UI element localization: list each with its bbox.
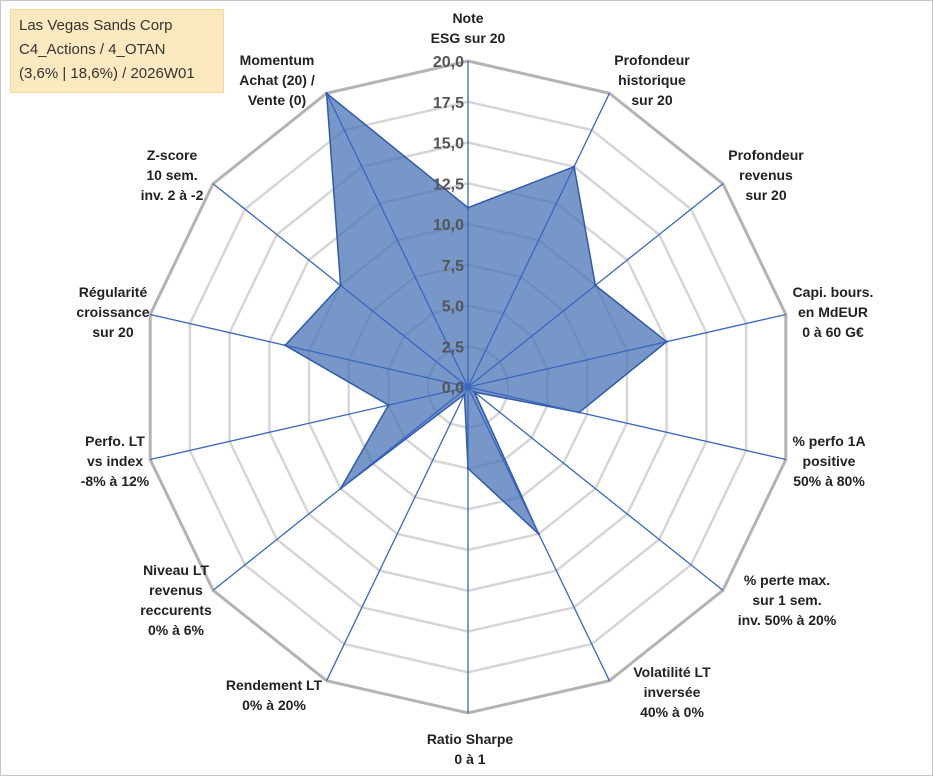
tick-label-7: 17,5 bbox=[433, 95, 464, 112]
axis-label-line: Volatilité LT bbox=[633, 664, 711, 680]
axis-label-line: Régularité bbox=[79, 284, 148, 300]
axis-label-line: croissance bbox=[76, 304, 149, 320]
axis-label-11: Perfo. LT vs index -8% à 12% bbox=[81, 433, 150, 489]
axis-spoke-4 bbox=[467, 313, 786, 388]
axis-label-line: inv. 2 à -2 bbox=[141, 187, 204, 203]
axis-label-7: Volatilité LT inversée 40% à 0% bbox=[633, 664, 711, 720]
axis-label-1: Note ESG sur 20 bbox=[431, 10, 506, 46]
data-point-2 bbox=[572, 165, 576, 168]
tick-label-1: 2,5 bbox=[442, 339, 464, 356]
axis-label-line: ESG sur 20 bbox=[431, 30, 506, 46]
axis-label-line: positive bbox=[803, 453, 856, 469]
axis-label-line: Ratio Sharpe bbox=[427, 731, 514, 747]
axis-label-line: revenus bbox=[739, 167, 793, 183]
axis-label-line: historique bbox=[618, 72, 686, 88]
axis-spoke-14 bbox=[326, 93, 469, 388]
axis-spoke-6 bbox=[467, 386, 724, 591]
axis-label-line: Perfo. LT bbox=[85, 433, 145, 449]
info-box: Las Vegas Sands Corp C4_Actions / 4_OTAN… bbox=[10, 9, 224, 93]
info-portfolio: C4_Actions / 4_OTAN bbox=[19, 41, 166, 58]
tick-label-4: 10,0 bbox=[433, 217, 464, 234]
data-series bbox=[284, 92, 668, 535]
axis-label-line: sur 1 sem. bbox=[752, 592, 821, 608]
axis-spoke-12 bbox=[150, 313, 469, 388]
axis-label-line: en MdEUR bbox=[798, 304, 868, 320]
axis-label-line: sur 20 bbox=[92, 324, 133, 340]
axis-label-line: -8% à 12% bbox=[81, 473, 150, 489]
axis-label-8: Ratio Sharpe 0 à 1 bbox=[427, 731, 514, 767]
axis-label-line: 50% à 80% bbox=[793, 473, 865, 489]
axis-label-line: 40% à 0% bbox=[640, 704, 704, 720]
axis-label-line: 0 à 1 bbox=[454, 751, 485, 767]
axis-label-line: Achat (20) / bbox=[239, 72, 315, 88]
data-point-14 bbox=[325, 92, 328, 95]
axis-label-line: 0 à 60 G€ bbox=[802, 324, 864, 340]
axis-label-3: Profondeur revenus sur 20 bbox=[728, 147, 804, 203]
axis-label-4: Capi. bours. en MdEUR 0 à 60 G€ bbox=[793, 284, 874, 340]
axis-label-line: % perfo 1A bbox=[792, 433, 865, 449]
data-point-13 bbox=[339, 284, 342, 287]
axis-label-line: Rendement LT bbox=[226, 677, 323, 693]
data-point-5 bbox=[578, 411, 581, 414]
tick-label-3: 7,5 bbox=[442, 258, 464, 275]
axis-label-line: 0% à 6% bbox=[148, 622, 205, 638]
tick-label-6: 15,0 bbox=[433, 136, 464, 153]
data-point-9 bbox=[463, 393, 466, 396]
axis-label-line: vs index bbox=[87, 453, 143, 469]
data-point-1 bbox=[466, 206, 470, 209]
axis-label-line: % perte max. bbox=[744, 572, 830, 588]
axis-label-line: Profondeur bbox=[728, 147, 804, 163]
data-point-3 bbox=[594, 284, 597, 287]
axis-label-9: Rendement LT 0% à 20% bbox=[226, 677, 323, 713]
axis-label-line: Note bbox=[452, 10, 483, 26]
tick-label-5: 12,5 bbox=[433, 176, 464, 193]
data-point-6 bbox=[473, 390, 476, 394]
axis-label-line: Z-score bbox=[147, 147, 198, 163]
axis-label-line: Vente (0) bbox=[248, 92, 306, 108]
axis-spoke-2 bbox=[467, 93, 610, 388]
info-company: Las Vegas Sands Corp bbox=[19, 17, 173, 34]
data-point-4 bbox=[665, 340, 668, 343]
axis-label-12: Régularité croissance sur 20 bbox=[76, 284, 149, 340]
axis-spoke-5 bbox=[467, 386, 786, 461]
tick-label-8: 20,0 bbox=[433, 54, 464, 71]
axis-label-5: % perfo 1A positive 50% à 80% bbox=[792, 433, 865, 489]
axis-label-line: 10 sem. bbox=[146, 167, 197, 183]
tick-label-2: 5,0 bbox=[442, 299, 464, 316]
axis-label-10: Niveau LT revenus reccurents 0% à 6% bbox=[140, 562, 212, 638]
axis-label-line: sur 20 bbox=[631, 92, 672, 108]
axis-label-13: Z-score 10 sem. inv. 2 à -2 bbox=[141, 147, 204, 203]
axis-label-line: 0% à 20% bbox=[242, 697, 306, 713]
axis-label-2: Profondeur historique sur 20 bbox=[614, 52, 690, 108]
info-period: (3,6% | 18,6%) / 2026W01 bbox=[19, 65, 195, 82]
axis-label-line: Momentum bbox=[240, 52, 315, 68]
axis-label-6: % perte max. sur 1 sem. inv. 50% à 20% bbox=[738, 572, 837, 628]
axis-label-14: Momentum Achat (20) / Vente (0) bbox=[239, 52, 315, 108]
data-point-10 bbox=[339, 487, 342, 490]
data-point-12 bbox=[284, 344, 287, 347]
axis-label-line: Profondeur bbox=[614, 52, 690, 68]
axis-spoke-9 bbox=[326, 386, 469, 681]
axis-label-line: Niveau LT bbox=[143, 562, 209, 578]
data-point-7 bbox=[537, 532, 540, 536]
axis-label-line: sur 20 bbox=[745, 187, 786, 203]
tick-label-0: 0,0 bbox=[442, 380, 464, 397]
axis-label-line: reccurents bbox=[140, 602, 212, 618]
axis-label-line: Capi. bours. bbox=[793, 284, 874, 300]
axis-label-line: inv. 50% à 20% bbox=[738, 612, 837, 628]
axis-label-line: revenus bbox=[149, 582, 203, 598]
data-point-11 bbox=[387, 403, 390, 407]
axis-label-line: inversée bbox=[644, 684, 701, 700]
data-point-8 bbox=[466, 467, 470, 470]
axis-spoke-11 bbox=[150, 386, 469, 461]
